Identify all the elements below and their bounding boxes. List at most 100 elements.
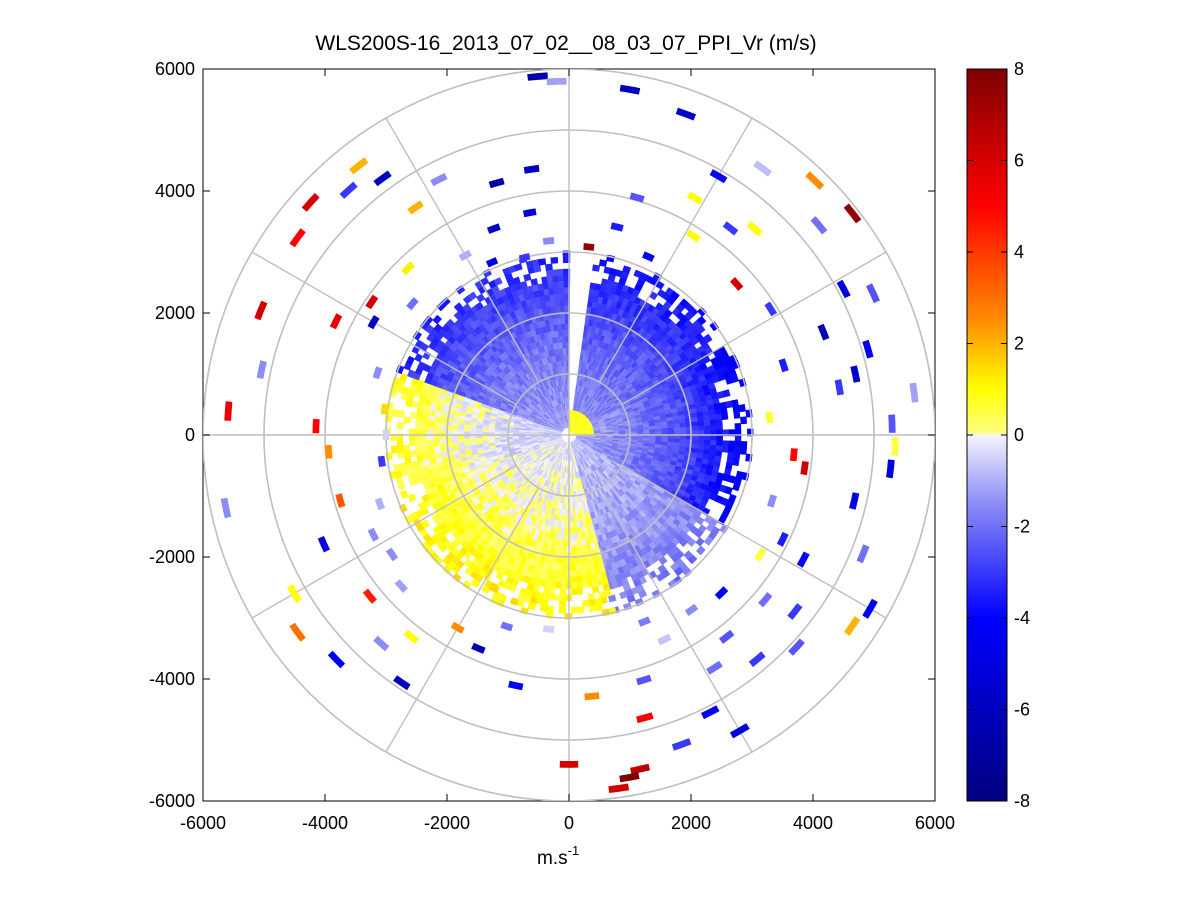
velocity-cell bbox=[575, 397, 579, 405]
velocity-cell bbox=[561, 441, 566, 447]
velocity-cell bbox=[546, 411, 552, 417]
velocity-cell bbox=[560, 570, 567, 577]
velocity-cell bbox=[519, 443, 527, 448]
velocity-cell bbox=[572, 426, 576, 431]
velocity-cell bbox=[506, 372, 514, 380]
velocity-cell bbox=[675, 492, 684, 501]
velocity-cell bbox=[594, 439, 601, 442]
velocity-cell bbox=[556, 437, 563, 440]
velocity-cell bbox=[608, 400, 615, 406]
sparse-measurement-cell bbox=[367, 527, 380, 542]
velocity-cell bbox=[537, 440, 545, 443]
velocity-cell bbox=[487, 463, 495, 469]
velocity-cell bbox=[521, 450, 529, 455]
x-axis-label-superscript: -1 bbox=[568, 843, 580, 858]
velocity-cell bbox=[486, 459, 494, 465]
velocity-cell bbox=[483, 381, 491, 389]
velocity-cell bbox=[562, 422, 566, 429]
velocity-cell bbox=[624, 404, 632, 411]
velocity-cell bbox=[679, 438, 687, 444]
velocity-cell bbox=[504, 520, 512, 529]
velocity-cell bbox=[451, 572, 462, 583]
velocity-cell bbox=[463, 430, 471, 435]
velocity-cell bbox=[606, 457, 613, 462]
velocity-cell bbox=[537, 283, 545, 291]
velocity-cell bbox=[536, 414, 543, 420]
velocity-cell bbox=[577, 539, 583, 546]
velocity-cell bbox=[629, 399, 637, 406]
velocity-cell bbox=[559, 425, 564, 430]
velocity-cell bbox=[663, 500, 672, 509]
velocity-cell bbox=[634, 397, 642, 403]
velocity-cell bbox=[575, 453, 579, 460]
velocity-cell bbox=[527, 484, 534, 492]
velocity-cell bbox=[571, 497, 575, 504]
velocity-cell bbox=[553, 386, 558, 394]
velocity-cell bbox=[537, 468, 543, 476]
velocity-cell bbox=[603, 378, 610, 385]
velocity-cell bbox=[569, 466, 571, 474]
velocity-cell bbox=[606, 504, 613, 512]
velocity-cell bbox=[554, 421, 560, 426]
velocity-cell bbox=[637, 389, 645, 396]
velocity-cell bbox=[523, 464, 531, 471]
velocity-cell bbox=[715, 413, 723, 421]
velocity-cell bbox=[561, 416, 565, 423]
velocity-cell bbox=[667, 424, 674, 429]
velocity-cell bbox=[500, 502, 509, 510]
velocity-cell bbox=[421, 418, 429, 426]
velocity-cell bbox=[601, 348, 608, 357]
velocity-cell bbox=[468, 491, 476, 499]
velocity-cell bbox=[519, 587, 528, 596]
velocity-cell bbox=[408, 428, 416, 435]
velocity-cell bbox=[552, 450, 558, 456]
velocity-cell bbox=[513, 336, 521, 345]
velocity-cell bbox=[571, 441, 574, 448]
velocity-cell bbox=[576, 471, 579, 479]
velocity-cell bbox=[671, 362, 680, 371]
velocity-cell bbox=[547, 446, 554, 451]
velocity-cell bbox=[697, 416, 704, 423]
velocity-cell bbox=[429, 457, 437, 465]
velocity-cell bbox=[581, 406, 586, 413]
velocity-cell bbox=[496, 332, 505, 341]
velocity-cell bbox=[492, 484, 500, 491]
velocity-cell bbox=[571, 448, 574, 455]
velocity-cell bbox=[485, 407, 493, 413]
velocity-cell bbox=[463, 542, 473, 552]
velocity-cell bbox=[489, 396, 497, 403]
velocity-cell bbox=[618, 442, 625, 446]
velocity-cell bbox=[547, 381, 553, 389]
velocity-cell bbox=[588, 459, 594, 466]
velocity-cell bbox=[538, 516, 544, 524]
velocity-cell bbox=[555, 431, 562, 434]
velocity-cell bbox=[521, 383, 528, 391]
velocity-cell bbox=[626, 456, 634, 462]
velocity-cell bbox=[522, 414, 529, 419]
velocity-cell bbox=[649, 516, 658, 525]
velocity-cell bbox=[542, 391, 548, 398]
velocity-cell bbox=[600, 514, 607, 522]
velocity-cell bbox=[594, 372, 600, 380]
velocity-cell bbox=[628, 413, 635, 419]
velocity-cell bbox=[557, 426, 564, 431]
velocity-cell bbox=[556, 418, 562, 425]
velocity-cell bbox=[624, 391, 632, 398]
velocity-cell bbox=[537, 430, 544, 433]
velocity-cell bbox=[620, 516, 628, 525]
velocity-cell bbox=[541, 364, 547, 372]
velocity-cell bbox=[471, 355, 480, 363]
velocity-cell bbox=[559, 410, 563, 417]
velocity-cell bbox=[446, 551, 456, 561]
velocity-cell bbox=[557, 445, 562, 452]
velocity-cell bbox=[541, 407, 548, 413]
velocity-cell bbox=[536, 359, 542, 367]
velocity-cell bbox=[591, 464, 597, 471]
velocity-cell bbox=[548, 395, 553, 402]
velocity-cell bbox=[604, 330, 612, 338]
velocity-cell bbox=[624, 381, 632, 388]
velocity-cell bbox=[583, 394, 588, 401]
velocity-cell bbox=[539, 420, 547, 425]
velocity-cell bbox=[577, 429, 583, 432]
velocity-cell bbox=[582, 463, 587, 470]
